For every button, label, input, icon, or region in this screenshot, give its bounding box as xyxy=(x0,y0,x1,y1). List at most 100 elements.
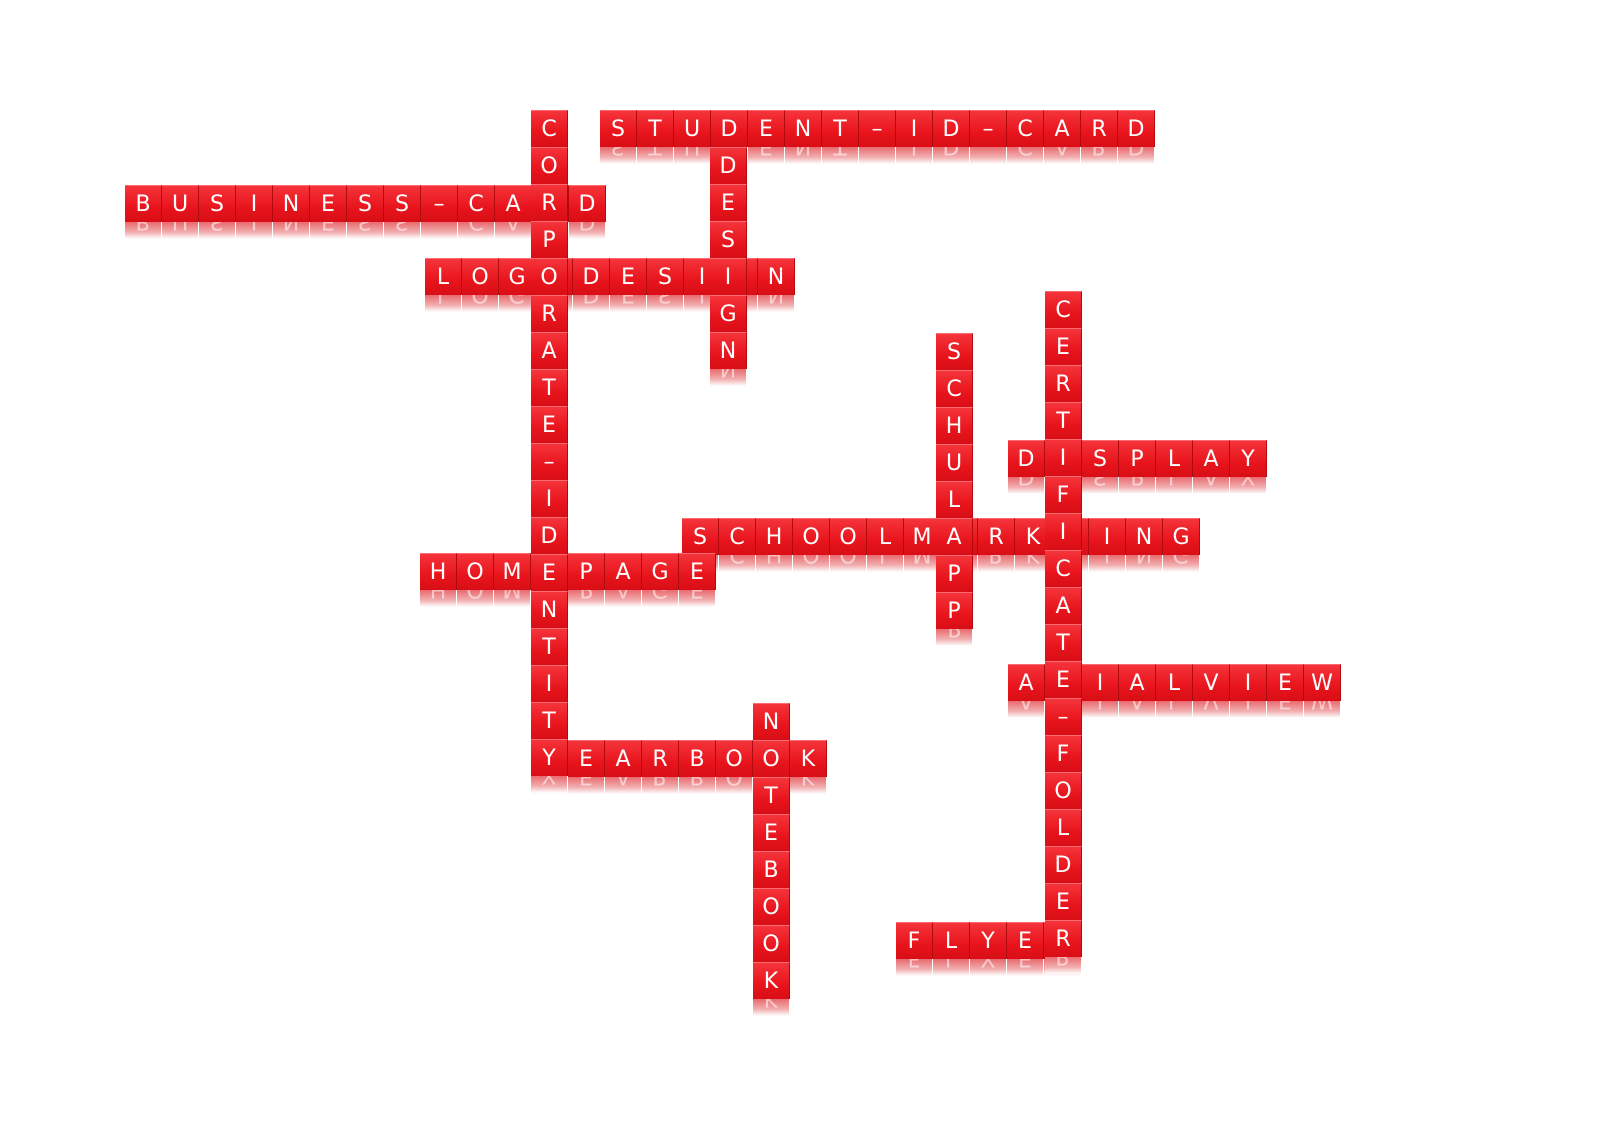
letter-tile: L xyxy=(936,481,973,518)
tile-reflection: – xyxy=(970,147,1007,164)
letter-tile: – xyxy=(859,110,896,147)
tile-reflection: A xyxy=(605,777,642,794)
tile-reflection: V xyxy=(1193,701,1230,718)
letter-tile: C xyxy=(531,110,568,147)
letter-tile: G xyxy=(710,295,747,332)
tile-reflection: E xyxy=(310,222,347,239)
tile-reflection: R xyxy=(1045,957,1082,974)
letter-tile: S xyxy=(647,258,684,295)
letter-tile: P xyxy=(936,592,973,629)
letter-tile: S xyxy=(199,185,236,222)
tile-reflection: B xyxy=(679,777,716,794)
tile-reflection: A xyxy=(1008,701,1045,718)
letter-tile: L xyxy=(933,922,970,959)
letter-tile: N xyxy=(531,591,568,628)
letter-tile: I xyxy=(531,665,568,702)
tile-reflection: L xyxy=(867,555,904,572)
letter-tile: F xyxy=(896,922,933,959)
letter-tile: C xyxy=(719,518,756,555)
tile-reflection: C xyxy=(458,222,495,239)
tile-reflection: R xyxy=(978,555,1015,572)
letter-tile: R xyxy=(642,740,679,777)
letter-tile: V xyxy=(1193,664,1230,701)
letter-tile: O xyxy=(830,518,867,555)
tile-reflection: C xyxy=(1007,147,1044,164)
letter-tile: C xyxy=(1045,550,1082,587)
letter-tile: D xyxy=(569,185,606,222)
tile-reflection: M xyxy=(494,590,531,607)
tile-reflection: E xyxy=(1267,701,1304,718)
tile-reflection: K xyxy=(790,777,827,794)
tile-reflection: I xyxy=(1230,701,1267,718)
letter-tile: E xyxy=(1267,664,1304,701)
tile-reflection: S xyxy=(384,222,421,239)
tile-reflection: I xyxy=(1082,701,1119,718)
letter-tile: T xyxy=(531,702,568,739)
tile-reflection: G xyxy=(1163,555,1200,572)
letter-tile: L xyxy=(1156,440,1193,477)
letter-tile: R xyxy=(531,295,568,332)
tile-reflection: N xyxy=(1126,555,1163,572)
tile-reflection: I xyxy=(236,222,273,239)
letter-tile: A xyxy=(531,332,568,369)
letter-tile: D xyxy=(573,258,610,295)
letter-tile: A xyxy=(1044,110,1081,147)
letter-tile: S xyxy=(710,221,747,258)
letter-tile: O xyxy=(753,925,790,962)
tile-reflection: U xyxy=(674,147,711,164)
tile-reflection: H xyxy=(420,590,457,607)
letter-tile: A xyxy=(936,518,973,555)
letter-tile: I xyxy=(1045,439,1082,476)
letter-tile: – xyxy=(970,110,1007,147)
tile-reflection: D xyxy=(569,222,606,239)
letter-tile: A xyxy=(605,740,642,777)
letter-tile: E xyxy=(1045,883,1082,920)
tile-reflection: U xyxy=(162,222,199,239)
letter-tile: I xyxy=(236,185,273,222)
letter-tile: O xyxy=(1045,772,1082,809)
letter-tile: K xyxy=(753,962,790,999)
letter-tile: G xyxy=(1163,518,1200,555)
letter-tile: I xyxy=(710,258,747,295)
letter-tile: E xyxy=(568,740,605,777)
letter-tile: S xyxy=(600,110,637,147)
letter-tile: H xyxy=(756,518,793,555)
letter-tile: T xyxy=(753,777,790,814)
tile-reflection: E xyxy=(610,295,647,312)
tile-reflection: E xyxy=(1007,959,1044,976)
letter-tile: I xyxy=(896,110,933,147)
tile-reflection: B xyxy=(125,222,162,239)
tile-reflection: E xyxy=(748,147,785,164)
letter-tile: C xyxy=(936,370,973,407)
tile-reflection: S xyxy=(600,147,637,164)
letter-tile: D xyxy=(531,517,568,554)
letter-tile: P xyxy=(936,555,973,592)
tile-reflection: D xyxy=(1118,147,1155,164)
letter-tile: C xyxy=(1007,110,1044,147)
letter-tile: T xyxy=(637,110,674,147)
letter-tile: I xyxy=(531,480,568,517)
letter-tile: E xyxy=(610,258,647,295)
letter-tile: M xyxy=(904,518,941,555)
letter-tile: D xyxy=(1045,846,1082,883)
tile-reflection: I xyxy=(1089,555,1126,572)
letter-tile: C xyxy=(458,185,495,222)
letter-tile: – xyxy=(531,443,568,480)
tile-reflection: D xyxy=(933,147,970,164)
letter-tile: E xyxy=(531,406,568,443)
tile-reflection: S xyxy=(647,295,684,312)
letter-tile: P xyxy=(568,553,605,590)
letter-tile: O xyxy=(531,147,568,184)
letter-tile: M xyxy=(494,553,531,590)
tile-reflection: O xyxy=(793,555,830,572)
letter-tile: F xyxy=(1045,735,1082,772)
letter-tile: C xyxy=(1045,291,1082,328)
tile-reflection: O xyxy=(716,777,753,794)
tile-reflection: O xyxy=(830,555,867,572)
letter-tile: T xyxy=(1045,624,1082,661)
letter-tile: S xyxy=(936,333,973,370)
letter-tile: B xyxy=(753,851,790,888)
letter-tile: F xyxy=(1045,476,1082,513)
letter-tile: D xyxy=(1118,110,1155,147)
letter-tile: O xyxy=(531,258,568,295)
